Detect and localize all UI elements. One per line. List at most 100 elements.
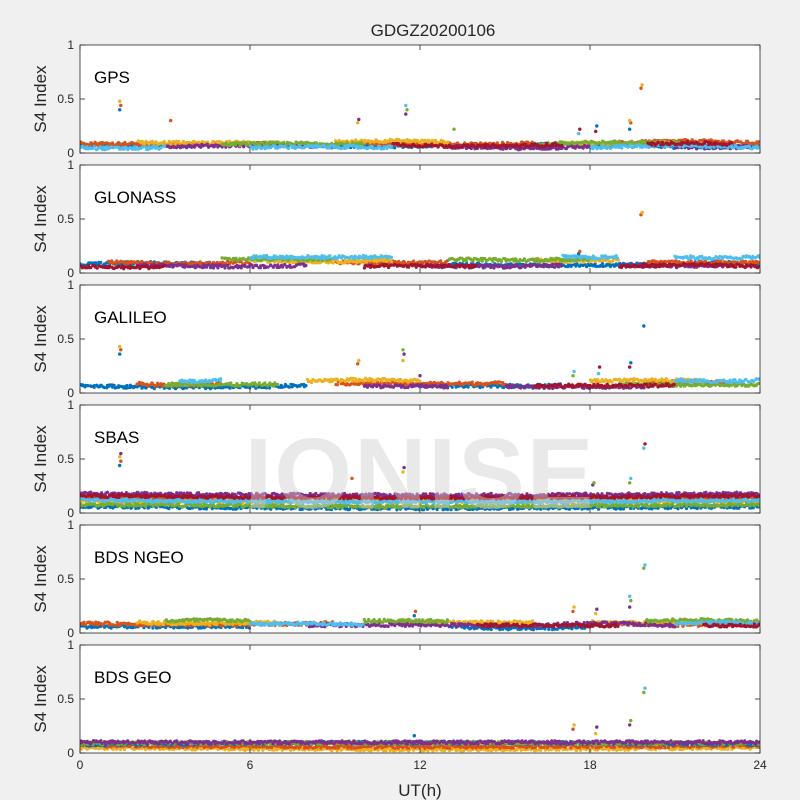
data-point (623, 378, 627, 382)
data-point (523, 142, 528, 146)
spike-point (357, 117, 361, 122)
data-point (690, 138, 694, 142)
data-point (240, 142, 244, 146)
data-point (557, 262, 561, 266)
data-point (310, 380, 314, 385)
data-point (581, 146, 585, 150)
data-point (657, 265, 662, 269)
data-point (395, 384, 399, 388)
data-point (582, 260, 586, 264)
data-point (575, 262, 579, 267)
data-point (210, 263, 214, 267)
data-point (256, 258, 260, 262)
data-point (145, 383, 149, 388)
data-point (103, 148, 107, 152)
spike-point (119, 103, 123, 108)
data-point (287, 385, 291, 389)
data-point (615, 143, 619, 147)
data-point (557, 265, 561, 269)
data-point (143, 142, 147, 146)
data-point (362, 379, 366, 383)
data-point (319, 145, 323, 149)
spike-point (118, 99, 122, 103)
data-point (345, 260, 349, 264)
data-point (511, 385, 515, 389)
data-point (505, 266, 509, 270)
data-point (360, 138, 364, 142)
data-point (570, 263, 574, 267)
spike-point (356, 121, 360, 125)
data-point (692, 262, 697, 266)
data-point (506, 263, 510, 267)
data-point (423, 265, 427, 269)
data-point (169, 263, 173, 267)
data-point (354, 377, 358, 381)
data-point (396, 142, 400, 146)
data-point (175, 384, 179, 388)
data-point (664, 260, 668, 264)
data-point (620, 146, 624, 150)
data-point (734, 265, 738, 269)
data-point (221, 386, 225, 390)
data-point (128, 383, 132, 387)
data-point (439, 259, 443, 263)
data-point (553, 265, 557, 269)
data-point (263, 381, 267, 385)
data-point (306, 258, 310, 262)
data-point (471, 383, 475, 387)
data-point (328, 254, 332, 258)
data-point (432, 380, 437, 385)
data-point (126, 259, 130, 264)
data-point (385, 263, 389, 267)
data-point (491, 259, 495, 263)
data-point (351, 379, 355, 383)
data-point (446, 386, 450, 390)
data-point (441, 383, 445, 387)
y-tick-label: 1 (67, 38, 74, 52)
data-point (260, 141, 265, 145)
data-point (269, 263, 273, 267)
data-point (470, 380, 474, 384)
data-point (112, 383, 116, 387)
data-point (560, 143, 564, 148)
data-point (618, 144, 623, 148)
spike-point (578, 249, 582, 254)
panel-label: GLONASS (94, 188, 176, 207)
data-point (282, 140, 286, 144)
data-point (207, 263, 211, 267)
data-point (162, 263, 166, 268)
y-tick-label: 0.5 (57, 92, 74, 106)
data-point (730, 141, 734, 145)
data-point (502, 385, 506, 390)
data-point (614, 378, 618, 382)
data-point (451, 145, 456, 149)
data-point (498, 380, 502, 384)
data-point (130, 147, 134, 151)
data-point (260, 256, 264, 260)
spike-point (452, 127, 456, 131)
data-point (700, 254, 704, 258)
data-point (227, 257, 232, 261)
data-point (666, 264, 670, 268)
data-point (609, 264, 613, 269)
data-point (266, 265, 270, 269)
data-point (700, 262, 704, 266)
data-point (351, 376, 355, 380)
data-point (223, 266, 227, 270)
data-point (667, 379, 671, 383)
data-point (312, 261, 316, 265)
data-point (676, 255, 680, 259)
data-point (479, 144, 483, 148)
data-point (495, 141, 499, 145)
data-point (503, 257, 507, 261)
data-point (319, 257, 323, 261)
data-point (184, 263, 188, 267)
data-point (365, 260, 369, 264)
data-point (110, 259, 114, 263)
data-point (745, 264, 750, 268)
data-point (652, 141, 656, 145)
data-point (664, 377, 668, 381)
data-point (349, 376, 353, 380)
data-point (660, 140, 665, 144)
